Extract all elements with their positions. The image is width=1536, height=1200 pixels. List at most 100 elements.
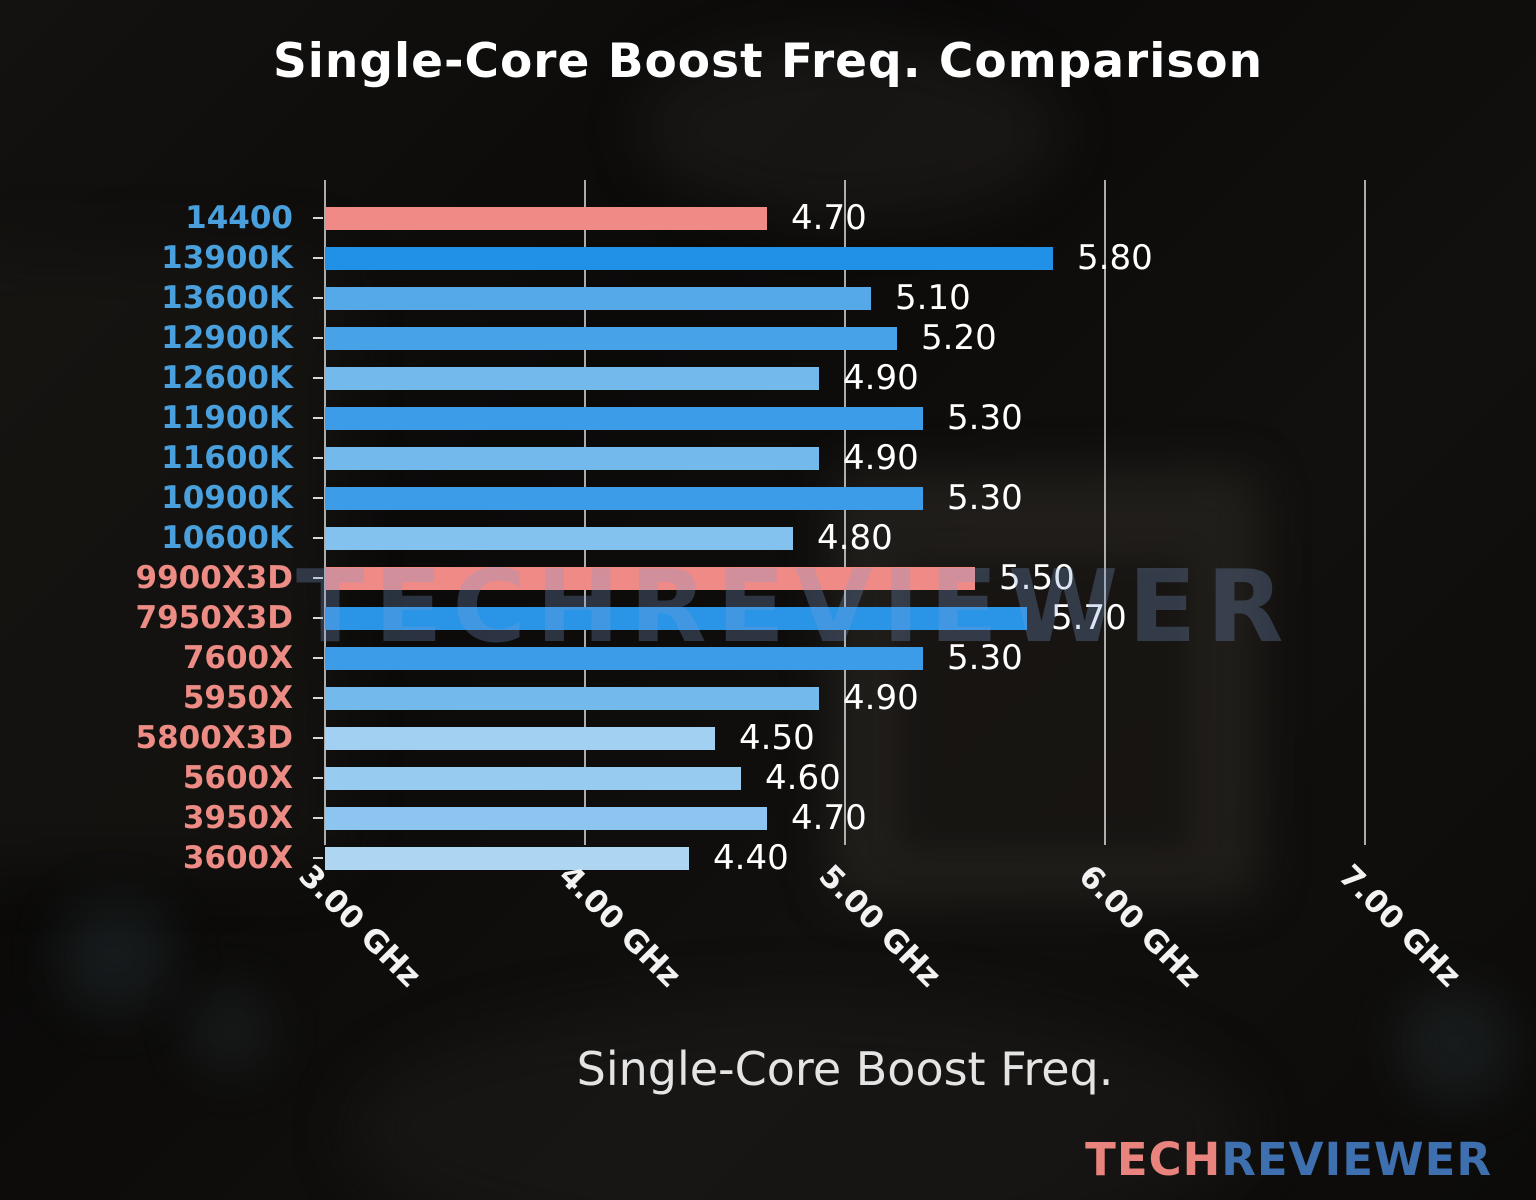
chart-row: 7950X3D 5.70 (136, 598, 1365, 638)
y-tick-mark (313, 857, 323, 859)
bar (325, 286, 871, 310)
chart-row: 5800X3D 4.50 (136, 718, 1365, 758)
value-label: 5.30 (947, 638, 1023, 678)
y-tick-mark (313, 417, 323, 419)
y-tick-mark (313, 297, 323, 299)
chart-row: 11900K 5.30 (161, 398, 1365, 438)
value-label: 4.90 (843, 438, 919, 478)
bar (325, 406, 923, 430)
x-tick-label: 3.00 GHz (291, 858, 428, 995)
y-tick-mark (313, 257, 323, 259)
bar (325, 446, 819, 470)
bar (325, 766, 741, 790)
category-label: 5600X (182, 760, 293, 796)
value-label: 4.40 (713, 838, 789, 878)
chart-row: 13600K 5.10 (161, 278, 1365, 318)
brand-logo-tech: TECH (1085, 1133, 1222, 1186)
value-label: 4.70 (791, 798, 867, 838)
bar (325, 806, 767, 830)
bar (325, 726, 715, 750)
value-label: 5.20 (921, 318, 997, 358)
bar (325, 366, 819, 390)
value-label: 4.80 (817, 518, 893, 558)
y-tick-mark (313, 217, 323, 219)
category-label: 10600K (161, 520, 293, 556)
y-tick-mark (313, 697, 323, 699)
category-label: 12900K (161, 320, 293, 356)
bar (325, 846, 689, 870)
category-label: 14400 (185, 200, 293, 236)
value-label: 5.30 (947, 398, 1023, 438)
x-tick-label: 6.00 GHz (1071, 858, 1208, 995)
value-label: 5.70 (1051, 598, 1127, 638)
chart-row: 3600X 4.40 (183, 838, 1365, 878)
category-label: 5800X3D (135, 720, 293, 756)
category-label: 3950X (182, 800, 293, 836)
gridline (584, 180, 586, 845)
category-label: 7950X3D (135, 600, 293, 636)
bar (325, 606, 1027, 630)
category-label: 12600K (161, 360, 293, 396)
chart-row: 3950X 4.70 (183, 798, 1365, 838)
chart-title: Single-Core Boost Freq. Comparison (272, 34, 1264, 89)
bar (325, 326, 897, 350)
chart-row: 7600X 5.30 (183, 638, 1365, 678)
x-tick-label: 4.00 GHz (551, 858, 688, 995)
chart-row: 10900K 5.30 (161, 478, 1365, 518)
value-label: 5.10 (895, 278, 971, 318)
bar (325, 686, 819, 710)
category-label: 10900K (161, 480, 293, 516)
x-tick-label: 5.00 GHz (811, 858, 948, 995)
value-label: 5.50 (999, 558, 1075, 598)
category-label: 3600X (182, 840, 293, 876)
bar (325, 646, 923, 670)
bar (325, 206, 767, 230)
category-label: 13600K (161, 280, 293, 316)
y-tick-mark (313, 577, 323, 579)
y-tick-mark (313, 537, 323, 539)
value-label: 4.70 (791, 198, 867, 238)
bar (325, 526, 793, 550)
value-label: 4.60 (765, 758, 841, 798)
bar-rows: 14400 4.70 13900K 5.80 13600K 5.10 12900… (136, 198, 1365, 878)
plot-area: 14400 4.70 13900K 5.80 13600K 5.10 12900… (136, 180, 1366, 878)
y-tick-mark (313, 457, 323, 459)
y-tick-mark (313, 497, 323, 499)
value-label: 4.90 (843, 678, 919, 718)
category-label: 11600K (161, 440, 293, 476)
value-label: 5.30 (947, 478, 1023, 518)
category-label: 5950X (182, 680, 293, 716)
chart-row: 5600X 4.60 (183, 758, 1365, 798)
bar (325, 246, 1053, 270)
bar (325, 486, 923, 510)
value-label: 4.90 (843, 358, 919, 398)
value-label: 4.50 (739, 718, 815, 758)
y-tick-mark (313, 817, 323, 819)
chart-row: 5950X 4.90 (183, 678, 1365, 718)
chart-row: 14400 4.70 (185, 198, 1365, 238)
y-tick-mark (313, 617, 323, 619)
brand-logo: TECHREVIEWER (1085, 1133, 1492, 1186)
category-label: 11900K (161, 400, 293, 436)
category-label: 13900K (161, 240, 293, 276)
chart-row: 11600K 4.90 (161, 438, 1365, 478)
y-tick-mark (313, 657, 323, 659)
category-label: 7600X (182, 640, 293, 676)
chart-row: 9900X3D 5.50 (136, 558, 1365, 598)
chart-row: 12600K 4.90 (161, 358, 1365, 398)
category-label: 9900X3D (135, 560, 293, 596)
y-tick-mark (313, 337, 323, 339)
chart-row: 13900K 5.80 (161, 238, 1365, 278)
value-label: 5.80 (1077, 238, 1153, 278)
chart-row: 12900K 5.20 (161, 318, 1365, 358)
gridline (1364, 180, 1366, 845)
x-axis-label: Single-Core Boost Freq. (576, 1042, 1114, 1096)
chart-row: 10600K 4.80 (161, 518, 1365, 558)
y-tick-mark (313, 737, 323, 739)
x-tick-label: 7.00 GHz (1331, 858, 1468, 995)
y-tick-mark (313, 777, 323, 779)
brand-logo-reviewer: REVIEWER (1221, 1133, 1492, 1186)
bar (325, 566, 975, 590)
